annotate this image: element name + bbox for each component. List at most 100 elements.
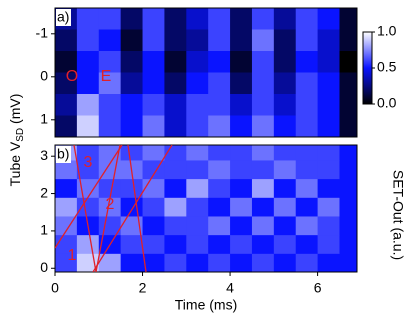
heat-cell [208, 178, 231, 198]
heat-cell [317, 8, 340, 30]
heat-cell [251, 29, 275, 52]
heat-cell [142, 197, 165, 217]
heat-cell [186, 197, 209, 217]
heat-cell [120, 145, 144, 161]
heat-cell [339, 94, 357, 116]
heat-cell [164, 29, 187, 52]
heat-cell [164, 234, 187, 254]
heat-cell [230, 51, 253, 73]
x-tick-label: 4 [226, 280, 234, 296]
annotation: O [66, 68, 78, 85]
annotation: 3 [84, 154, 93, 171]
heat-cell [76, 234, 100, 254]
heat-cell [142, 51, 165, 73]
colorbar-tick-label: 0.5 [377, 59, 397, 75]
guide-line [127, 145, 147, 272]
heat-cell [339, 215, 357, 236]
heat-cell [142, 72, 165, 95]
heat-cell [295, 51, 319, 73]
heat-cell [186, 159, 209, 180]
heat-cell [295, 234, 319, 254]
heat-cell [230, 234, 253, 254]
y-tick-label: 0 [40, 259, 48, 275]
heat-cell [295, 115, 319, 137]
heat-cell [251, 145, 275, 161]
heat-cell [164, 197, 187, 217]
heat-cell [142, 94, 165, 116]
heat-cell [186, 215, 209, 236]
y-tick-label: 1 [40, 111, 48, 127]
heat-cell [251, 94, 275, 116]
heat-cell [142, 115, 165, 137]
heat-cell [142, 29, 165, 52]
heat-cell [98, 197, 122, 217]
heat-cell [251, 234, 275, 254]
heat-cell [186, 253, 209, 272]
heat-cell [164, 253, 187, 272]
y-tick-label: 1 [40, 222, 48, 238]
annotation: 1 [68, 247, 77, 264]
heat-cell [317, 197, 340, 217]
heat-cell [98, 253, 122, 272]
heat-cell [230, 72, 253, 95]
heat-cell [120, 253, 144, 272]
heat-cell [230, 115, 253, 137]
heat-cell [186, 145, 209, 161]
heat-cell [251, 115, 275, 137]
heat-cell [76, 51, 100, 73]
heat-cell [317, 215, 340, 236]
heat-cell [230, 8, 253, 30]
heat-cell [55, 72, 78, 95]
heat-cell [317, 72, 340, 95]
heat-cell [98, 72, 122, 95]
heat-cell [273, 215, 297, 236]
heat-cell [273, 72, 297, 95]
heat-cell [98, 145, 122, 161]
heat-cell [208, 94, 231, 116]
heat-cell [339, 159, 357, 180]
heat-cell [120, 29, 144, 52]
heat-cell [230, 215, 253, 236]
heat-cell [208, 253, 231, 272]
colorbar-tick-label: 0.0 [377, 95, 397, 111]
heat-cell [55, 215, 78, 236]
heatmap [55, 145, 357, 272]
heat-cell [98, 94, 122, 116]
heat-cell [208, 51, 231, 73]
guide-line [95, 145, 121, 272]
heat-cell [317, 253, 340, 272]
heat-cell [142, 178, 165, 198]
panel-label-bg [56, 146, 71, 163]
heat-cell [230, 29, 253, 52]
heat-cell [339, 51, 357, 73]
colorbar-tick-label: 1.0 [377, 23, 397, 39]
heat-cell [273, 253, 297, 272]
heat-cell [273, 145, 297, 161]
heat-cell [98, 8, 122, 30]
heat-cell [76, 29, 100, 52]
heat-cell [208, 145, 231, 161]
heat-cell [230, 94, 253, 116]
heat-cell [208, 115, 231, 137]
heat-cell [230, 197, 253, 217]
heat-cell [55, 253, 78, 272]
colorbar-label: SET-Out (a.u.) [390, 170, 406, 260]
heat-cell [76, 94, 100, 116]
plot-frame [54, 144, 358, 273]
heat-cell [317, 94, 340, 116]
x-tick-label: 6 [314, 280, 322, 296]
panel-label: a) [57, 9, 69, 25]
heat-cell [339, 178, 357, 198]
heat-cell [76, 197, 100, 217]
heat-cell [120, 72, 144, 95]
heat-cell [208, 8, 231, 30]
guide-line [92, 145, 173, 272]
heat-cell [76, 115, 100, 137]
heat-cell [120, 215, 144, 236]
guide-line [55, 145, 123, 249]
heat-cell [251, 8, 275, 30]
heat-cell [164, 159, 187, 180]
heat-cell [295, 215, 319, 236]
heat-cell [98, 29, 122, 52]
heat-cell [339, 115, 357, 137]
